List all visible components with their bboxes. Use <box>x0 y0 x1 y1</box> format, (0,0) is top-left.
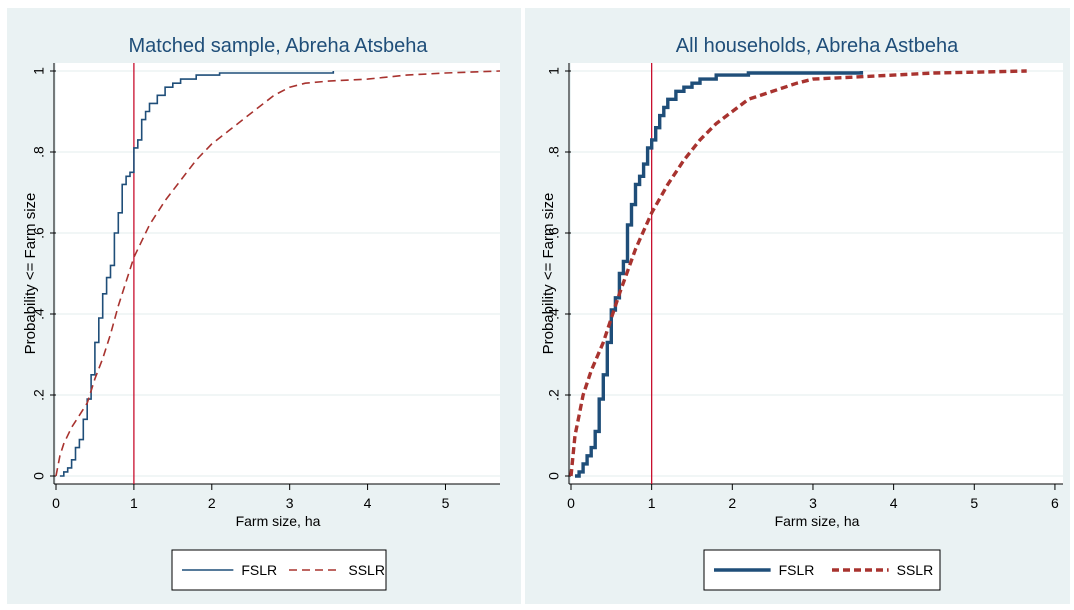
x-tick-label: 3 <box>809 495 817 511</box>
series-line-sslr <box>55 70 501 477</box>
x-tick-label: 1 <box>130 495 138 511</box>
series-line-fslr <box>575 71 864 478</box>
x-tick-label: 5 <box>970 495 978 511</box>
plot-area <box>571 63 1063 484</box>
legend-label-sslr: SSLR <box>348 562 385 578</box>
x-axis-label: Farm size, ha <box>775 513 860 529</box>
series-line-sslr <box>569 69 1027 477</box>
x-tick-label: 2 <box>208 495 216 511</box>
x-axis-label: Farm size, ha <box>236 513 321 529</box>
legend-label-sslr: SSLR <box>897 562 934 578</box>
legend: FSLR SSLR <box>703 549 941 591</box>
chart-panel-matched-sample: Matched sample, Abreha Atsbeha 0 .2 .4 .6 .8 1… <box>7 8 521 604</box>
y-tick-label: 0 <box>546 472 562 480</box>
x-tick-label: 4 <box>890 495 898 511</box>
x-tick-label: 3 <box>286 495 294 511</box>
y-tick-label: .8 <box>31 146 47 158</box>
plot-area <box>56 63 500 484</box>
x-tick-label: 5 <box>442 495 450 511</box>
legend: FSLR SSLR <box>171 549 387 591</box>
y-tick-label: .2 <box>546 389 562 401</box>
y-axis-label: Probability <= Farm size <box>540 193 557 355</box>
x-tick-label: 4 <box>364 495 372 511</box>
series-line-fslr <box>59 71 335 477</box>
y-tick-label: 1 <box>31 67 47 75</box>
y-tick-label: .2 <box>31 389 47 401</box>
y-tick-label: 0 <box>31 472 47 480</box>
chart-panel-all-households: All households, Abreha Astbeha 0 .2 .4 .6 .8 1… <box>525 8 1070 604</box>
legend-label-fslr: FSLR <box>241 562 277 578</box>
legend-label-fslr: FSLR <box>779 562 815 578</box>
chart-title: All households, Abreha Astbeha <box>676 35 959 57</box>
y-tick-label: .6 <box>546 227 562 239</box>
y-tick-label: .8 <box>546 146 562 158</box>
y-tick-label: 1 <box>546 67 562 75</box>
chart-title: Matched sample, Abreha Atsbeha <box>128 35 428 57</box>
y-tick-label: .4 <box>546 308 562 320</box>
x-tick-label: 2 <box>728 495 736 511</box>
y-tick-label: .6 <box>31 227 47 239</box>
x-tick-label: 0 <box>567 495 575 511</box>
y-tick-label: .4 <box>31 308 47 320</box>
x-tick-label: 0 <box>52 495 60 511</box>
y-axis-label: Probability <= Farm size <box>22 193 39 355</box>
x-tick-label: 1 <box>648 495 656 511</box>
x-tick-label: 6 <box>1051 495 1059 511</box>
